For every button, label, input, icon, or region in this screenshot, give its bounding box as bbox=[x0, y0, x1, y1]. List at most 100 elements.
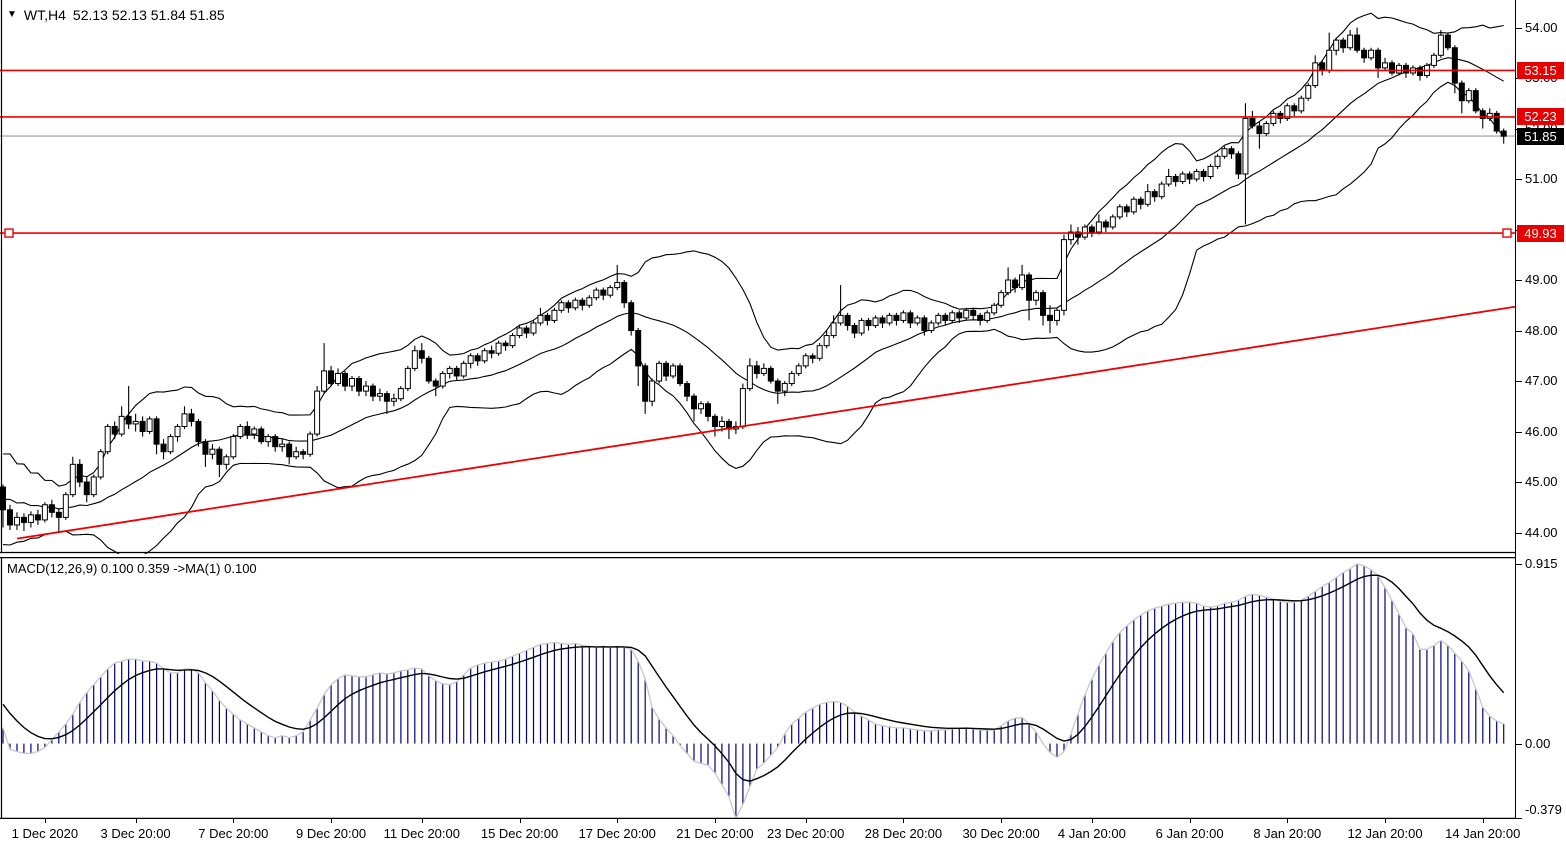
candle-body-up bbox=[223, 456, 230, 465]
candle-body-up bbox=[349, 377, 355, 387]
candle-body-down bbox=[753, 365, 760, 374]
price-axis-border bbox=[1515, 0, 1516, 819]
candle-body-down bbox=[1088, 226, 1095, 233]
candle-body-down bbox=[286, 443, 293, 458]
time-tick-label: 30 Dec 20:00 bbox=[962, 826, 1040, 841]
time-tick-label: 21 Dec 20:00 bbox=[676, 826, 754, 841]
candle-body-up bbox=[928, 322, 935, 332]
trendline[interactable] bbox=[16, 305, 1516, 540]
time-tick-mark bbox=[1385, 819, 1387, 823]
candle-body-down bbox=[879, 317, 886, 324]
candle-body-down bbox=[1047, 314, 1053, 321]
candle-body-down bbox=[139, 420, 146, 433]
candle-body-down bbox=[628, 302, 635, 332]
candle-body-down bbox=[258, 428, 265, 443]
candle-body-up bbox=[1382, 62, 1389, 69]
candle-body-down bbox=[1235, 153, 1242, 175]
time-tick-mark bbox=[135, 819, 137, 823]
candle-body-up bbox=[984, 312, 991, 321]
candle-body-up bbox=[1193, 170, 1200, 180]
time-tick-label: 3 Dec 20:00 bbox=[100, 826, 171, 841]
candle-body-down bbox=[355, 377, 362, 392]
candle-body-up bbox=[914, 317, 921, 324]
candle-body-down bbox=[125, 415, 132, 425]
candle-body-down bbox=[1493, 112, 1500, 132]
candle-body-up bbox=[1067, 231, 1074, 241]
macd-chart-svg[interactable] bbox=[0, 557, 1516, 819]
candle-body-down bbox=[488, 350, 495, 354]
bollinger-lower-band[interactable] bbox=[2, 81, 1505, 554]
time-tick-label: 23 Dec 20:00 bbox=[767, 826, 845, 841]
macd-indicator-label: MACD(12,26,9) 0.100 0.359 ->MA(1) 0.100 bbox=[7, 561, 257, 576]
candle-body-down bbox=[1319, 62, 1326, 71]
axis-tick-mark bbox=[1516, 482, 1522, 484]
price-axis[interactable]: 54.0053.0052.0051.0050.0049.0048.0047.00… bbox=[1516, 0, 1566, 850]
bollinger-upper-band[interactable] bbox=[2, 12, 1504, 487]
candlestick-chart-svg[interactable] bbox=[0, 0, 1516, 554]
candle-body-up bbox=[1109, 216, 1116, 228]
candle-body-down bbox=[956, 312, 963, 319]
candle-body-down bbox=[425, 357, 432, 382]
candle-body-up bbox=[670, 365, 677, 377]
collapse-arrow-icon[interactable]: ▼ bbox=[7, 9, 17, 20]
time-tick-label: 4 Jan 20:00 bbox=[1057, 826, 1126, 841]
macd-tick-label: 0.915 bbox=[1525, 555, 1558, 571]
ohlc-quote-label: 52.13 52.13 51.84 51.85 bbox=[72, 7, 225, 23]
candle-body-up bbox=[90, 476, 97, 496]
candle-body-up bbox=[390, 398, 397, 402]
candle-body-down bbox=[83, 481, 90, 496]
candle-body-up bbox=[572, 299, 579, 309]
candle-body-down bbox=[195, 420, 202, 443]
candle-body-up bbox=[104, 425, 111, 453]
candle-body-down bbox=[704, 403, 711, 417]
candle-body-up bbox=[698, 403, 704, 410]
bollinger-middle-band[interactable] bbox=[2, 57, 1504, 510]
candle-body-up bbox=[1333, 39, 1340, 51]
candle-body-down bbox=[383, 393, 390, 402]
candle-body-up bbox=[1437, 34, 1444, 56]
candle-body-up bbox=[460, 362, 467, 377]
candle-body-down bbox=[663, 362, 670, 377]
candle-body-down bbox=[188, 413, 195, 422]
candle-body-up bbox=[781, 383, 788, 392]
price-level-badge: 53.15 bbox=[1517, 61, 1564, 79]
candle-body-down bbox=[621, 282, 628, 304]
time-axis[interactable]: 1 Dec 2020 3 Dec 20:00 7 Dec 20:00 9 Dec 20… bbox=[0, 819, 1520, 850]
price-tick-label: 47.00 bbox=[1525, 373, 1558, 389]
candle-body-up bbox=[788, 372, 795, 385]
candle-body-down bbox=[1151, 191, 1158, 198]
line-selection-handle[interactable] bbox=[1502, 228, 1512, 238]
time-tick-mark bbox=[903, 819, 905, 823]
candle-body-down bbox=[1416, 67, 1423, 76]
candle-body-up bbox=[314, 390, 321, 435]
candle-body-down bbox=[684, 383, 691, 397]
candle-body-up bbox=[1144, 191, 1151, 205]
candle-body-down bbox=[1479, 110, 1486, 119]
chart-header: ▼ WT,H4 52.13 52.13 51.84 51.85 bbox=[7, 7, 225, 23]
candle-body-up bbox=[1081, 226, 1088, 238]
candle-body-up bbox=[802, 355, 809, 367]
candle-body-up bbox=[181, 413, 188, 427]
time-tick-mark bbox=[1189, 819, 1191, 823]
price-tick-label: 54.00 bbox=[1525, 19, 1558, 35]
candle-body-down bbox=[907, 312, 914, 324]
candle-body-up bbox=[1284, 105, 1291, 119]
candle-body-up bbox=[230, 436, 237, 458]
candle-body-up bbox=[1165, 175, 1172, 185]
candle-body-down bbox=[1137, 198, 1144, 205]
candle-body-up bbox=[1430, 54, 1437, 66]
candle-body-down bbox=[34, 514, 41, 521]
macd-line bbox=[2, 563, 1504, 819]
candle-body-up bbox=[935, 314, 942, 324]
time-tick-mark bbox=[44, 819, 46, 823]
price-level-badge: 49.93 bbox=[1517, 224, 1564, 242]
line-selection-handle[interactable] bbox=[4, 228, 14, 238]
candle-body-up bbox=[1347, 34, 1354, 49]
time-tick-mark bbox=[331, 819, 333, 823]
axis-tick-mark bbox=[1516, 27, 1522, 29]
candle-body-down bbox=[76, 463, 83, 483]
price-tick-label: 48.00 bbox=[1525, 322, 1558, 338]
candle-body-down bbox=[0, 486, 6, 511]
candle-body-up bbox=[265, 436, 272, 443]
